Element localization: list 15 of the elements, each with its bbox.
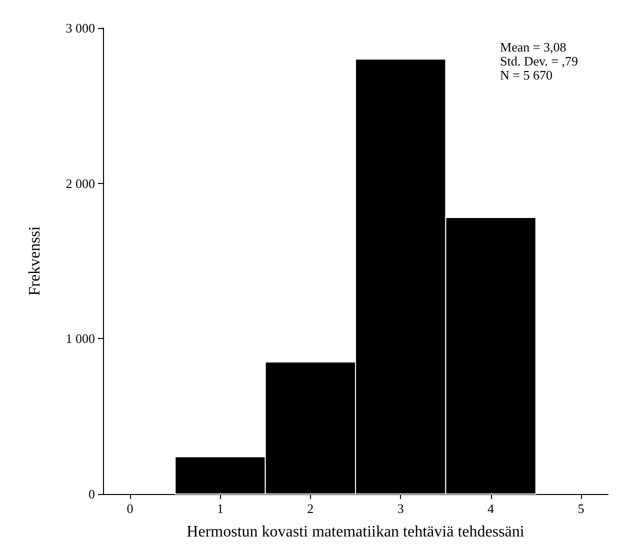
annotation: N = 5 670	[500, 68, 552, 82]
x-tick-label: 3	[397, 501, 404, 516]
x-tick-label: 1	[216, 501, 224, 516]
x-axis-title: Hermostun kovasti matematiikan tehtäviä tehdessäni	[186, 524, 525, 540]
y-tick-label: 1 000	[66, 331, 95, 346]
y-tick-label: 2 000	[66, 176, 95, 191]
annotation: Std. Dev. = ,79	[500, 54, 578, 68]
x-tick-label: 4	[488, 501, 495, 516]
annotation: Mean = 3,08	[500, 40, 566, 54]
y-tick-label: 0	[88, 486, 95, 502]
x-tick-label: 2	[307, 501, 314, 516]
x-tick-label: 5	[578, 501, 584, 516]
y-tick-label: 3 000	[66, 20, 95, 36]
y-axis-title: Frekvenssi	[26, 226, 44, 296]
x-tick-label: 0	[126, 501, 134, 516]
